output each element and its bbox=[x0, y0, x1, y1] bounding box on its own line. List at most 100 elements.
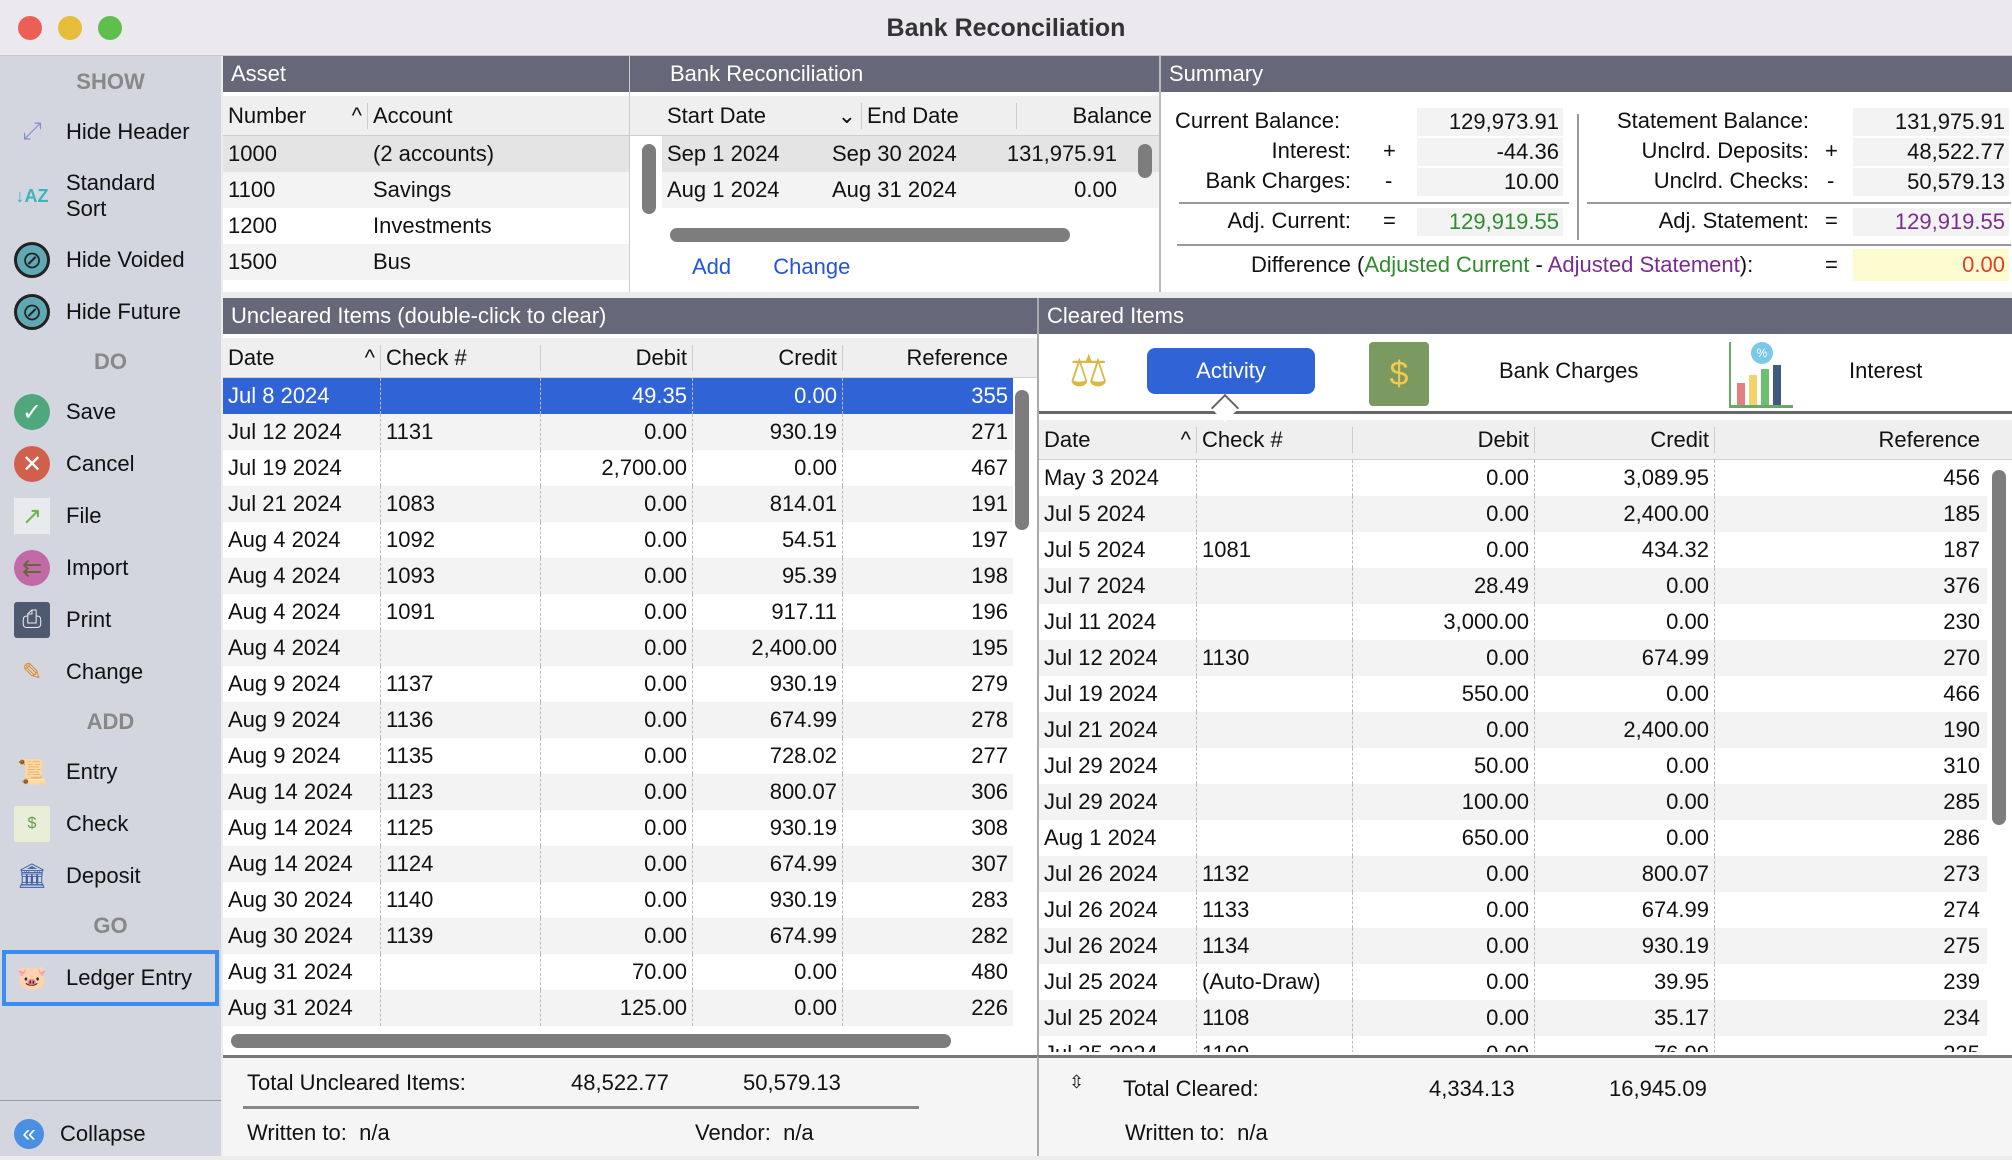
table-row[interactable]: Jul 29 2024 50.00 0.00 310 bbox=[1039, 748, 1987, 784]
table-row[interactable]: Aug 9 2024 1136 0.00 674.99 278 bbox=[223, 702, 1013, 738]
cell: 2,700.00 bbox=[541, 450, 693, 486]
col-start-date[interactable]: Start Date ⌄ bbox=[662, 102, 862, 129]
cell: 0.00 bbox=[693, 990, 843, 1026]
zoom-window-button[interactable] bbox=[98, 16, 122, 40]
cell: 1000 bbox=[228, 141, 277, 166]
table-row[interactable]: Jul 26 2024 1134 0.00 930.19 275 bbox=[1039, 928, 1987, 964]
table-row[interactable]: Aug 4 2024 1092 0.00 54.51 197 bbox=[223, 522, 1013, 558]
col-debit[interactable]: Debit bbox=[1353, 426, 1535, 453]
col-number[interactable]: Number ^ bbox=[223, 102, 368, 129]
add-bank-rec-link[interactable]: Add bbox=[692, 254, 732, 279]
change-bank-rec-link[interactable]: Change bbox=[773, 254, 851, 279]
hide-header-button[interactable]: ⤢ Hide Header bbox=[0, 106, 221, 158]
table-row[interactable]: Aug 4 2024 1093 0.00 95.39 198 bbox=[223, 558, 1013, 594]
close-window-button[interactable] bbox=[18, 16, 42, 40]
table-row[interactable]: Jul 19 2024 550.00 0.00 466 bbox=[1039, 676, 1987, 712]
col-balance[interactable]: Balance bbox=[1072, 102, 1152, 128]
table-row[interactable]: 1200 Investments bbox=[223, 208, 629, 244]
ledger-entry-button[interactable]: 🐷 Ledger Entry bbox=[2, 950, 219, 1006]
table-row[interactable]: Aug 1 2024 Aug 31 2024 0.00 bbox=[662, 172, 1159, 208]
hide-voided-button[interactable]: ⊘ Hide Voided bbox=[0, 234, 221, 286]
col-reference[interactable]: Reference bbox=[1878, 426, 1980, 452]
table-row[interactable]: Aug 30 2024 1139 0.00 674.99 282 bbox=[223, 918, 1013, 954]
table-row[interactable]: 1000 (2 accounts) bbox=[223, 136, 629, 172]
table-row[interactable]: Aug 14 2024 1125 0.00 930.19 308 bbox=[223, 810, 1013, 846]
file-button[interactable]: ↗ File bbox=[0, 490, 221, 542]
table-row[interactable]: Sep 1 2024 Sep 30 2024 131,975.91 bbox=[662, 136, 1159, 172]
table-row[interactable]: Jul 11 2024 3,000.00 0.00 230 bbox=[1039, 604, 1987, 640]
col-date[interactable]: Date ^ bbox=[1039, 426, 1197, 453]
save-button[interactable]: ✓ Save bbox=[0, 386, 221, 438]
written-to-value: n/a bbox=[1237, 1120, 1268, 1145]
col-credit[interactable]: Credit bbox=[693, 344, 843, 371]
col-debit[interactable]: Debit bbox=[541, 344, 693, 371]
bank-charges-op: - bbox=[1385, 168, 1393, 193]
deposit-label: Deposit bbox=[66, 863, 141, 888]
col-reference[interactable]: Reference bbox=[906, 344, 1008, 370]
table-row[interactable]: Aug 4 2024 0.00 2,400.00 195 bbox=[223, 630, 1013, 666]
col-check[interactable]: Check # bbox=[381, 344, 541, 371]
cell: 49.35 bbox=[541, 378, 693, 414]
hide-future-button[interactable]: ⊘ Hide Future bbox=[0, 286, 221, 338]
minimize-window-button[interactable] bbox=[58, 16, 82, 40]
cell: 39.95 bbox=[1535, 964, 1715, 1000]
adj-statement-label: Adj. Statement: bbox=[1658, 208, 1809, 233]
col-account[interactable]: Account bbox=[373, 102, 453, 128]
table-row[interactable]: Aug 31 2024 70.00 0.00 480 bbox=[223, 954, 1013, 990]
add-check-button[interactable]: $ Check bbox=[0, 798, 221, 850]
table-row[interactable]: Jul 7 2024 28.49 0.00 376 bbox=[1039, 568, 1987, 604]
print-button[interactable]: ⎙ Print bbox=[0, 594, 221, 646]
table-row[interactable]: Jul 29 2024 100.00 0.00 285 bbox=[1039, 784, 1987, 820]
vendor: Vendor: n/a bbox=[695, 1120, 814, 1146]
tab-activity[interactable]: Activity bbox=[1147, 348, 1315, 394]
table-row[interactable]: Aug 4 2024 1091 0.00 917.11 196 bbox=[223, 594, 1013, 630]
table-row[interactable]: Aug 9 2024 1137 0.00 930.19 279 bbox=[223, 666, 1013, 702]
table-row[interactable]: Jul 26 2024 1133 0.00 674.99 274 bbox=[1039, 892, 1987, 928]
cleared-vscroll[interactable] bbox=[1992, 470, 2006, 825]
add-entry-button[interactable]: 📜 Entry bbox=[0, 746, 221, 798]
collapse-label: Collapse bbox=[60, 1121, 146, 1146]
table-row[interactable]: Aug 30 2024 1140 0.00 930.19 283 bbox=[223, 882, 1013, 918]
tab-interest[interactable]: Interest bbox=[1849, 358, 1923, 383]
change-button[interactable]: ✎ Change bbox=[0, 646, 221, 698]
table-row[interactable]: Jul 25 2024 (Auto-Draw) 0.00 39.95 239 bbox=[1039, 964, 1987, 1000]
import-button[interactable]: ⇇ Import bbox=[0, 542, 221, 594]
table-row[interactable]: Aug 31 2024 125.00 0.00 226 bbox=[223, 990, 1013, 1026]
table-row[interactable]: Jul 8 2024 49.35 0.00 355 bbox=[223, 378, 1013, 414]
col-date[interactable]: Date ^ bbox=[223, 344, 381, 371]
cancel-button[interactable]: ✕ Cancel bbox=[0, 438, 221, 490]
table-row[interactable]: Jul 25 202411090.0076.99235 bbox=[1039, 1036, 1987, 1052]
bank-rec-vscroll-right[interactable] bbox=[1138, 144, 1152, 178]
table-row[interactable]: Aug 14 2024 1124 0.00 674.99 307 bbox=[223, 846, 1013, 882]
col-check[interactable]: Check # bbox=[1197, 426, 1353, 453]
table-row[interactable]: Jul 21 2024 0.00 2,400.00 190 bbox=[1039, 712, 1987, 748]
col-end-date[interactable]: End Date bbox=[862, 102, 1017, 129]
cell: Aug 14 2024 bbox=[223, 810, 381, 846]
bank-rec-hscroll[interactable] bbox=[670, 228, 1070, 242]
standard-sort-button[interactable]: ↓AZ Standard Sort bbox=[0, 158, 221, 234]
table-row[interactable]: Jul 25 2024 1108 0.00 35.17 234 bbox=[1039, 1000, 1987, 1036]
bank-rec-vscroll[interactable] bbox=[642, 144, 656, 214]
table-row[interactable]: Jul 5 2024 1081 0.00 434.32 187 bbox=[1039, 532, 1987, 568]
collapse-button[interactable]: « Collapse bbox=[0, 1108, 146, 1160]
table-row[interactable]: Jul 12 2024 1130 0.00 674.99 270 bbox=[1039, 640, 1987, 676]
table-row[interactable]: Aug 14 2024 1123 0.00 800.07 306 bbox=[223, 774, 1013, 810]
uncleared-vscroll[interactable] bbox=[1015, 390, 1029, 530]
table-row[interactable]: Aug 1 2024 650.00 0.00 286 bbox=[1039, 820, 1987, 856]
table-row[interactable]: Jul 5 2024 0.00 2,400.00 185 bbox=[1039, 496, 1987, 532]
cleared-written-to: Written to: n/a bbox=[1125, 1120, 1268, 1146]
table-row[interactable]: 1500 Bus bbox=[223, 244, 629, 280]
table-row[interactable]: Jul 19 2024 2,700.00 0.00 467 bbox=[223, 450, 1013, 486]
uncleared-hscroll[interactable] bbox=[231, 1034, 951, 1048]
table-row[interactable]: Jul 12 2024 1131 0.00 930.19 271 bbox=[223, 414, 1013, 450]
cell bbox=[381, 378, 541, 414]
tab-bank-charges[interactable]: Bank Charges bbox=[1499, 358, 1639, 383]
add-deposit-button[interactable]: 🏛 Deposit bbox=[0, 850, 221, 902]
resize-handle-icon[interactable]: ⇳ bbox=[1069, 1072, 1085, 1092]
table-row[interactable]: Jul 21 2024 1083 0.00 814.01 191 bbox=[223, 486, 1013, 522]
table-row[interactable]: Aug 9 2024 1135 0.00 728.02 277 bbox=[223, 738, 1013, 774]
col-credit[interactable]: Credit bbox=[1535, 426, 1715, 453]
table-row[interactable]: May 3 2024 0.00 3,089.95 456 bbox=[1039, 460, 1987, 496]
table-row[interactable]: 1100 Savings bbox=[223, 172, 629, 208]
table-row[interactable]: Jul 26 2024 1132 0.00 800.07 273 bbox=[1039, 856, 1987, 892]
